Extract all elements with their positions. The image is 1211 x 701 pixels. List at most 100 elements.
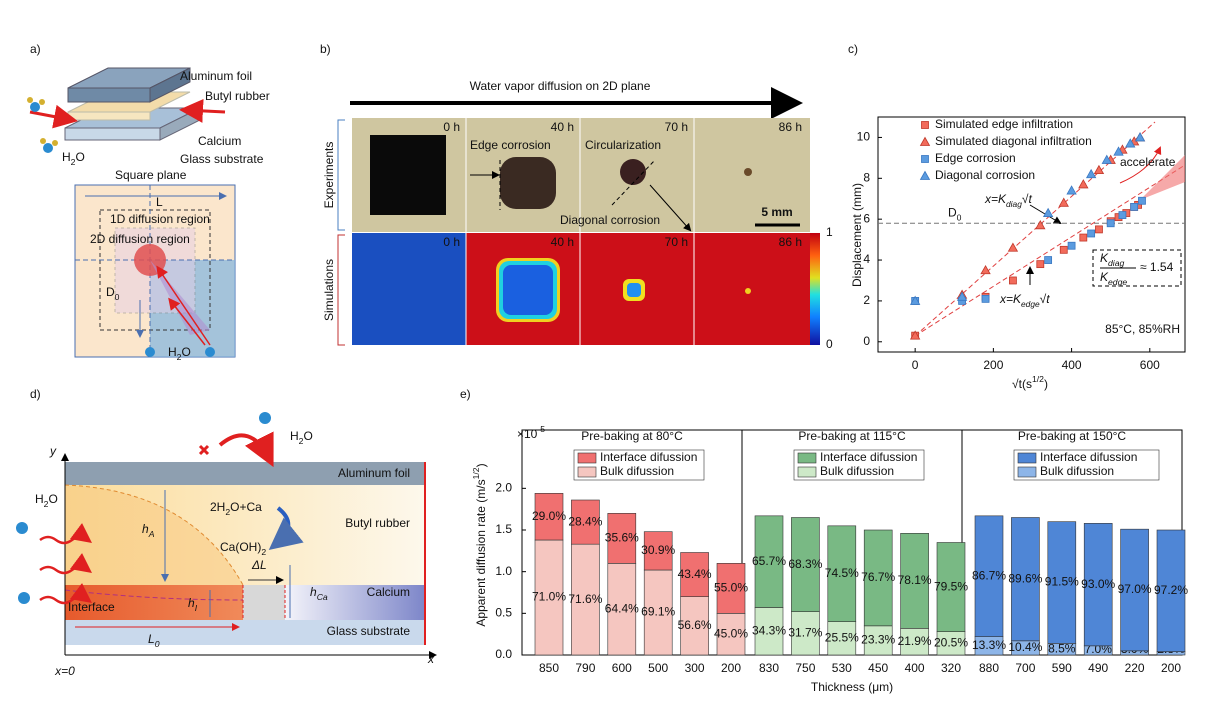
data-point bbox=[1035, 219, 1046, 230]
subscript: diag bbox=[1108, 258, 1125, 268]
label: L bbox=[156, 195, 163, 209]
text-part: x=K bbox=[984, 192, 1007, 206]
bar-segment bbox=[607, 513, 637, 564]
x-tick-label: 600 bbox=[1140, 358, 1160, 372]
value-label: 71.6% bbox=[568, 592, 602, 606]
value-label: 34.3% bbox=[752, 623, 786, 637]
data-point bbox=[1134, 132, 1146, 142]
text-part: O bbox=[48, 492, 57, 506]
y-tick-label: 2.0 bbox=[495, 481, 512, 495]
x-tick-label: 200 bbox=[721, 661, 741, 675]
panel-c-drawing bbox=[877, 116, 1186, 353]
bar-segment bbox=[534, 493, 564, 541]
value-label: 21.9% bbox=[898, 634, 932, 648]
subscript: 1/2 bbox=[1032, 374, 1044, 384]
panel-label: d) bbox=[30, 387, 41, 401]
text-part: ×10 bbox=[517, 427, 538, 441]
y-tick-label: 4 bbox=[863, 252, 870, 266]
time-label: 86 h bbox=[779, 235, 802, 249]
legend-box bbox=[573, 449, 705, 481]
legend-label: Interface difussion bbox=[1040, 450, 1137, 464]
legend-swatch bbox=[1017, 466, 1037, 478]
water-label: H2O bbox=[168, 345, 191, 362]
subscript: 2 bbox=[44, 499, 49, 509]
legend-marker bbox=[921, 121, 929, 129]
bar-segment bbox=[607, 563, 637, 656]
value-label: 71.0% bbox=[532, 590, 566, 604]
colorbar-label: 0 bbox=[826, 337, 833, 351]
x-tick-label: 750 bbox=[795, 661, 815, 675]
legend-swatch bbox=[797, 466, 817, 478]
time-label: 70 h bbox=[665, 120, 688, 134]
layer-label: Glass substrate bbox=[327, 624, 411, 638]
subscript: I bbox=[195, 603, 198, 613]
chart-title: Pre-baking at 150°C bbox=[1018, 429, 1127, 443]
bar-segment bbox=[754, 607, 784, 656]
subscript: diag bbox=[1006, 199, 1022, 209]
layer-label: Butyl rubber bbox=[205, 89, 270, 103]
bar-segment bbox=[900, 533, 929, 629]
text-part: K bbox=[1100, 251, 1109, 265]
text-part: K bbox=[1100, 270, 1109, 284]
value-label: 79.5% bbox=[934, 579, 968, 593]
bar-segment bbox=[716, 563, 746, 614]
value-label: 43.4% bbox=[678, 567, 712, 581]
value-label: 93.0% bbox=[1081, 577, 1115, 591]
data-point bbox=[909, 295, 921, 305]
value-label: 55.0% bbox=[714, 581, 748, 595]
y-axis-title: Displacement (mm) bbox=[850, 183, 864, 287]
layer-label: Calcium bbox=[198, 134, 241, 148]
x-tick-label: 700 bbox=[1015, 661, 1035, 675]
row-label: Simulations bbox=[322, 259, 336, 321]
text-part: √t(s bbox=[1012, 377, 1032, 391]
layer-label: Butyl rubber bbox=[345, 516, 410, 530]
value-label: 68.3% bbox=[788, 557, 822, 571]
layer-label: Calcium bbox=[367, 585, 410, 599]
bar-segment bbox=[680, 552, 709, 597]
text-part: Apparent diffusion rate (m/s bbox=[474, 479, 488, 626]
text-part: H bbox=[168, 345, 177, 359]
text-part: D bbox=[106, 285, 115, 299]
bar-segment bbox=[936, 542, 966, 632]
layer-label: Interface bbox=[68, 600, 115, 614]
data-point bbox=[1095, 225, 1103, 234]
legend-label: Interface difussion bbox=[600, 450, 697, 464]
legend-swatch bbox=[1017, 452, 1037, 464]
value-label: 91.5% bbox=[1045, 575, 1079, 589]
data-point bbox=[981, 294, 990, 303]
x-tick-label: 0 bbox=[912, 358, 919, 372]
data-point bbox=[1044, 256, 1053, 264]
value-label: 13.3% bbox=[972, 638, 1006, 652]
text-part: h bbox=[310, 585, 317, 599]
x-tick-label: 880 bbox=[979, 661, 999, 675]
axis-multiplier: ×10-5 bbox=[517, 424, 545, 441]
panel-b-drawing bbox=[337, 87, 820, 346]
panel-title: Water vapor diffusion on 2D plane bbox=[470, 79, 651, 93]
value-label: 23.3% bbox=[861, 633, 895, 647]
time-label: 0 h bbox=[443, 235, 460, 249]
bar-segment bbox=[1047, 521, 1077, 644]
dimension-label: L0 bbox=[148, 632, 160, 649]
subscript: -5 bbox=[537, 424, 545, 434]
value-label: 97.0% bbox=[1118, 582, 1152, 596]
bar-segment bbox=[974, 515, 1004, 637]
x-axis-title: Thickness (μm) bbox=[811, 680, 893, 694]
data-point bbox=[909, 330, 921, 340]
annotation: Circularization bbox=[585, 138, 661, 152]
bar-segment bbox=[1083, 523, 1113, 647]
data-point bbox=[1007, 242, 1019, 252]
chart-title: Pre-baking at 80°C bbox=[581, 429, 683, 443]
y-tick-label: 0 bbox=[863, 334, 870, 348]
text-part: 2H bbox=[210, 500, 225, 514]
ratio-label: Kdiag bbox=[1100, 251, 1125, 268]
dimension-label: hI bbox=[188, 596, 198, 613]
data-point bbox=[1093, 164, 1105, 175]
text-part: ) bbox=[1044, 377, 1048, 391]
value-label: 35.6% bbox=[605, 531, 639, 545]
subscript: 2 bbox=[177, 352, 182, 362]
y-tick-label: 0.0 bbox=[495, 647, 512, 661]
legend-marker bbox=[919, 170, 931, 180]
value-label: 89.6% bbox=[1008, 571, 1042, 585]
legend-label: Simulated diagonal infiltration bbox=[935, 134, 1092, 148]
value-label: 29.0% bbox=[532, 509, 566, 523]
